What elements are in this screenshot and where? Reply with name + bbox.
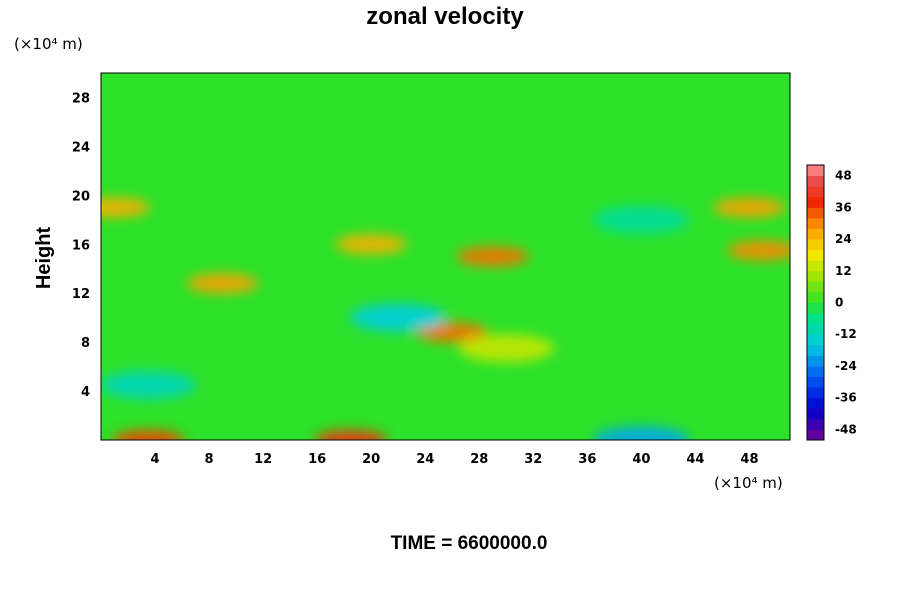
- chart-title: zonal velocity: [366, 3, 524, 30]
- field-feature-3: [101, 370, 197, 399]
- field-blobs: [101, 197, 790, 440]
- x-tick-label: 8: [205, 452, 214, 467]
- x-tick-label: 40: [632, 452, 650, 467]
- colorbar-band: [807, 186, 824, 198]
- x-tick-label: 32: [524, 452, 542, 467]
- colorbar-band: [807, 270, 824, 282]
- colorbar-band: [807, 344, 824, 356]
- x-tick-label: 4: [151, 452, 160, 467]
- field-feature-1: [314, 430, 387, 440]
- plot-area: [101, 73, 790, 440]
- colorbar-tick-label: -24: [835, 359, 857, 373]
- colorbar-band: [807, 376, 824, 388]
- y-axis-ticks: 4 8 12 16 20 24 28: [72, 91, 90, 400]
- colorbar-band: [807, 207, 824, 219]
- y-tick-label: 24: [72, 140, 90, 155]
- field-feature-12: [458, 334, 555, 363]
- plot-frame: [100, 72, 791, 441]
- colorbar-band: [807, 418, 824, 430]
- velocity-field: [101, 197, 790, 440]
- colorbar-tick-label: -36: [835, 391, 857, 405]
- colorbar-band: [807, 408, 824, 420]
- colorbar-band: [807, 281, 824, 293]
- x-tick-label: 24: [416, 452, 434, 467]
- colorbar-band: [807, 196, 824, 208]
- y-tick-label: 16: [72, 238, 90, 253]
- field-feature-9: [713, 197, 786, 218]
- field-feature-5: [456, 246, 529, 267]
- colorbar-ticks: 48 36 24 12 0 -12 -24 -36 -48: [835, 169, 857, 437]
- colorbar-band: [807, 334, 824, 346]
- colorbar-band: [807, 355, 824, 367]
- y-tick-label: 4: [81, 385, 90, 400]
- field-feature-7: [335, 234, 408, 255]
- colorbar-band: [807, 175, 824, 187]
- colorbar-band: [807, 260, 824, 272]
- colorbar-band: [807, 239, 824, 251]
- colorbar-band: [807, 365, 824, 378]
- colorbar-band: [807, 228, 824, 240]
- colorbar-tick-label: -48: [835, 422, 857, 436]
- colorbar-tick-label: 0: [835, 296, 843, 310]
- x-tick-label: 48: [740, 452, 758, 467]
- time-label: TIME = 6600000.0: [391, 533, 548, 554]
- y-axis-label: Height: [33, 227, 55, 290]
- x-tick-label: 12: [254, 452, 272, 467]
- colorbar-band: [807, 291, 824, 303]
- colorbar-band: [807, 397, 824, 409]
- field-feature-13: [593, 205, 690, 234]
- colorbar-band: [807, 387, 824, 399]
- x-axis-unit: (×10⁴ m): [714, 474, 783, 492]
- x-tick-label: 36: [578, 452, 596, 467]
- x-tick-label: 44: [686, 452, 704, 467]
- colorbar-tick-label: 24: [835, 232, 852, 246]
- x-axis-ticks: 4 8 12 16 20 24 28 32 36 40 44 48: [151, 452, 759, 467]
- colorbar: [806, 164, 825, 441]
- colorbar-band: [807, 165, 824, 177]
- colorbar-frame: [806, 164, 825, 441]
- field-feature-6: [726, 240, 790, 261]
- y-tick-label: 20: [72, 189, 90, 204]
- field-feature-4: [186, 273, 259, 294]
- y-tick-label: 28: [72, 91, 90, 106]
- colorbar-tick-label: -12: [835, 327, 857, 341]
- y-tick-label: 8: [81, 336, 90, 351]
- colorbar-band: [807, 249, 824, 261]
- colorbar-tick-label: 12: [835, 264, 852, 278]
- field-feature-2: [593, 426, 690, 440]
- colorbar-band: [807, 302, 824, 314]
- field-feature-11: [350, 303, 447, 332]
- colorbar-band: [807, 323, 824, 335]
- y-tick-label: 12: [72, 287, 90, 302]
- plot-background: [101, 73, 790, 440]
- y-axis-unit: (×10⁴ m): [14, 35, 83, 53]
- colorbar-tick-label: 36: [835, 200, 852, 214]
- x-tick-label: 20: [362, 452, 380, 467]
- field-feature-8: [101, 197, 151, 218]
- x-tick-label: 16: [308, 452, 326, 467]
- colorbar-tick-label: 48: [835, 169, 852, 183]
- x-tick-label: 28: [470, 452, 488, 467]
- colorbar-band: [807, 313, 824, 325]
- field-feature-10: [416, 322, 489, 343]
- field-feature-0: [112, 430, 185, 440]
- colorbar-band: [807, 217, 824, 229]
- colorbar-band: [807, 429, 824, 441]
